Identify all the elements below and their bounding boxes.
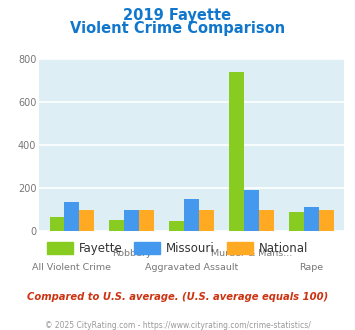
Text: Aggravated Assault: Aggravated Assault: [145, 263, 238, 272]
Bar: [65, 202, 80, 231]
Bar: [184, 199, 199, 231]
Bar: [139, 210, 154, 231]
Bar: [199, 210, 214, 231]
Text: Rape: Rape: [299, 263, 323, 272]
Bar: [244, 190, 259, 231]
Bar: [289, 212, 304, 231]
Bar: [124, 210, 139, 231]
Text: Compared to U.S. average. (U.S. average equals 100): Compared to U.S. average. (U.S. average …: [27, 292, 328, 302]
Text: Murder & Mans...: Murder & Mans...: [211, 249, 292, 258]
Bar: [169, 221, 184, 231]
Bar: [109, 220, 124, 231]
Bar: [50, 217, 65, 231]
Bar: [304, 207, 319, 231]
Bar: [229, 72, 244, 231]
Text: Robbery: Robbery: [112, 249, 152, 258]
Text: All Violent Crime: All Violent Crime: [32, 263, 111, 272]
Text: Violent Crime Comparison: Violent Crime Comparison: [70, 21, 285, 36]
Text: © 2025 CityRating.com - https://www.cityrating.com/crime-statistics/: © 2025 CityRating.com - https://www.city…: [45, 321, 310, 330]
Legend: Fayette, Missouri, National: Fayette, Missouri, National: [42, 237, 313, 260]
Bar: [319, 210, 334, 231]
Text: 2019 Fayette: 2019 Fayette: [124, 8, 231, 23]
Bar: [80, 210, 94, 231]
Bar: [259, 210, 274, 231]
